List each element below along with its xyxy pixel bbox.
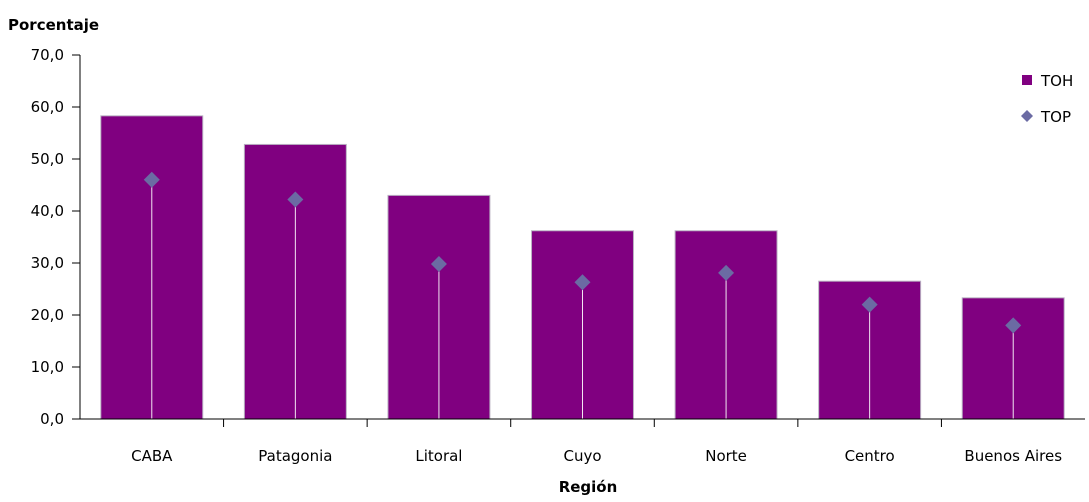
- y-tick-label: 50,0: [31, 150, 64, 168]
- x-tick-label: CABA: [131, 447, 173, 465]
- x-tick-label: Centro: [845, 447, 895, 465]
- markers-group: [143, 171, 1022, 334]
- legend-top-marker: [1021, 110, 1033, 122]
- marker-caba: [143, 171, 160, 188]
- y-tick-label: 20,0: [31, 306, 64, 324]
- y-tick-label: 60,0: [31, 98, 64, 116]
- marker-stems-group: [151, 179, 1014, 419]
- x-tick-label: Norte: [705, 447, 747, 465]
- x-ticks-group: [223, 419, 942, 427]
- legend: TOH TOP: [1021, 72, 1073, 126]
- y-axis-title: Porcentaje: [8, 16, 99, 34]
- y-tick-label: 0,0: [40, 410, 64, 428]
- y-tick-label: 30,0: [31, 254, 64, 272]
- legend-toh-label: TOH: [1040, 72, 1073, 90]
- x-tick-label: Cuyo: [563, 447, 601, 465]
- marker-buenos-aires: [1005, 317, 1022, 334]
- x-tick-label: Buenos Aires: [964, 447, 1062, 465]
- marker-norte: [718, 264, 735, 281]
- marker-centro: [861, 296, 878, 313]
- y-tick-label: 40,0: [31, 202, 64, 220]
- x-tick-label: Patagonia: [258, 447, 332, 465]
- x-labels-group: CABA Patagonia Litoral Cuyo Norte Centro Bueno…: [131, 447, 1062, 465]
- marker-cuyo: [574, 274, 591, 291]
- y-ticks-group: 0,0 10,0 20,0 30,0 40,0 50,0 60,0 70,0: [31, 46, 80, 428]
- marker-litoral: [430, 256, 447, 273]
- marker-patagonia: [287, 191, 304, 208]
- legend-toh-swatch: [1022, 75, 1032, 85]
- x-axis-title: Región: [559, 478, 618, 496]
- y-tick-label: 10,0: [31, 358, 64, 376]
- legend-top-label: TOP: [1040, 108, 1071, 126]
- x-tick-label: Litoral: [415, 447, 462, 465]
- y-tick-label: 70,0: [31, 46, 64, 64]
